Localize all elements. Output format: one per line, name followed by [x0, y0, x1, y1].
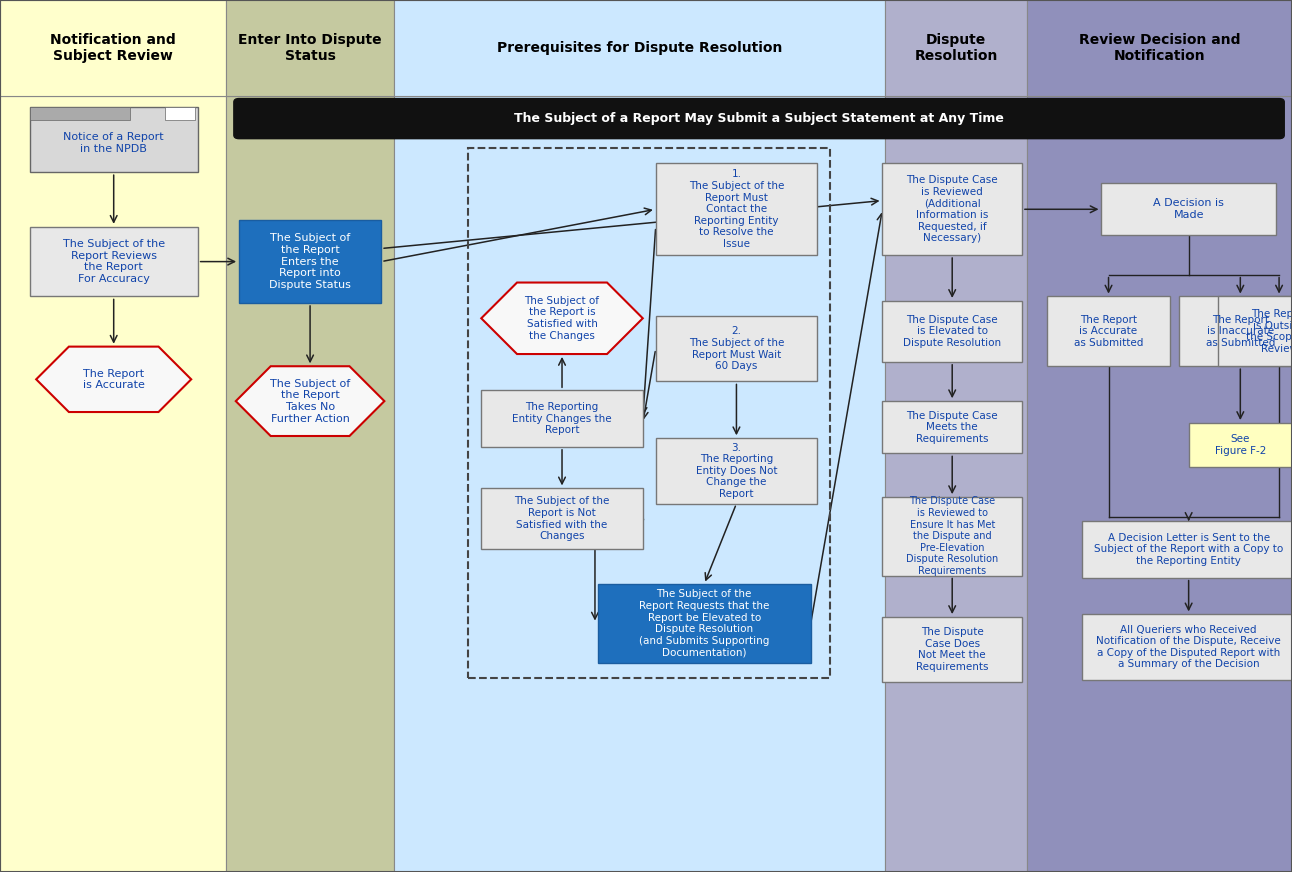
Text: The Subject of the
Report Requests that the
Report be Elevated to
Dispute Resolu: The Subject of the Report Requests that … — [640, 589, 769, 657]
Bar — [1027, 0, 1292, 96]
Text: All Queriers who Received
Notification of the Dispute, Receive
a Copy of the Dis: All Queriers who Received Notification o… — [1097, 624, 1280, 670]
Text: The Subject of the
Report Reviews
the Report
For Accuracy: The Subject of the Report Reviews the Re… — [62, 239, 165, 284]
Text: The Report
is Accurate
as Submitted: The Report is Accurate as Submitted — [1074, 315, 1143, 348]
Text: 2.
The Subject of the
Report Must Wait
60 Days: 2. The Subject of the Report Must Wait 6… — [689, 326, 784, 371]
Bar — [0, 96, 226, 872]
Text: The Subject of
the Report
Takes No
Further Action: The Subject of the Report Takes No Furth… — [270, 378, 350, 424]
Text: The Subject of the
Report is Not
Satisfied with the
Changes: The Subject of the Report is Not Satisfi… — [514, 496, 610, 542]
Text: See
Figure F-2: See Figure F-2 — [1214, 434, 1266, 455]
Text: The Dispute Case
is Reviewed
(Additional
Information is
Requested, if
Necessary): The Dispute Case is Reviewed (Additional… — [907, 175, 997, 243]
FancyBboxPatch shape — [1102, 183, 1276, 235]
Bar — [226, 96, 394, 872]
Text: Dispute
Resolution: Dispute Resolution — [915, 33, 997, 63]
FancyBboxPatch shape — [1083, 614, 1292, 680]
Bar — [0, 0, 226, 96]
Bar — [165, 107, 195, 120]
Text: Prerequisites for Dispute Resolution: Prerequisites for Dispute Resolution — [497, 41, 782, 55]
FancyBboxPatch shape — [1218, 296, 1292, 366]
Text: 3.
The Reporting
Entity Does Not
Change the
Report: 3. The Reporting Entity Does Not Change … — [695, 443, 778, 499]
Bar — [394, 96, 885, 872]
FancyBboxPatch shape — [882, 497, 1022, 576]
FancyBboxPatch shape — [882, 401, 1022, 453]
FancyBboxPatch shape — [1189, 423, 1292, 467]
Bar — [30, 107, 130, 120]
FancyBboxPatch shape — [30, 227, 198, 296]
FancyBboxPatch shape — [655, 164, 817, 255]
Bar — [885, 96, 1027, 872]
FancyBboxPatch shape — [882, 301, 1022, 362]
Bar — [1027, 96, 1292, 872]
Text: A Decision Letter is Sent to the
Subject of the Report with a Copy to
the Report: A Decision Letter is Sent to the Subject… — [1094, 533, 1283, 566]
Text: A Decision is
Made: A Decision is Made — [1154, 199, 1224, 220]
Text: 1.
The Subject of the
Report Must
Contact the
Reporting Entity
to Resolve the
Is: 1. The Subject of the Report Must Contac… — [689, 169, 784, 249]
Text: Notification and
Subject Review: Notification and Subject Review — [50, 33, 176, 63]
Text: Enter Into Dispute
Status: Enter Into Dispute Status — [238, 33, 382, 63]
Text: The Report
is Accurate: The Report is Accurate — [83, 369, 145, 390]
Polygon shape — [36, 347, 191, 412]
FancyBboxPatch shape — [481, 391, 643, 446]
Text: The Subject of
the Report is
Satisfied with
the Changes: The Subject of the Report is Satisfied w… — [525, 296, 599, 341]
Text: The Dispute Case
is Reviewed to
Ensure It has Met
the Dispute and
Pre-Elevation
: The Dispute Case is Reviewed to Ensure I… — [906, 496, 999, 576]
Text: The Report
is Outside
the Scope of
Review: The Report is Outside the Scope of Revie… — [1247, 309, 1292, 354]
FancyBboxPatch shape — [1083, 521, 1292, 577]
FancyBboxPatch shape — [882, 164, 1022, 255]
FancyBboxPatch shape — [882, 617, 1022, 682]
FancyBboxPatch shape — [598, 584, 811, 663]
Text: The Dispute
Case Does
Not Meet the
Requirements: The Dispute Case Does Not Meet the Requi… — [916, 627, 988, 672]
Bar — [394, 0, 885, 96]
FancyBboxPatch shape — [655, 438, 817, 503]
Bar — [468, 147, 829, 678]
FancyBboxPatch shape — [239, 221, 381, 303]
FancyBboxPatch shape — [1047, 296, 1171, 366]
Text: The Report
is Inaccurate
as Submitted: The Report is Inaccurate as Submitted — [1205, 315, 1275, 348]
FancyBboxPatch shape — [481, 488, 643, 549]
Text: The Subject of a Report May Submit a Subject Statement at Any Time: The Subject of a Report May Submit a Sub… — [514, 112, 1004, 125]
Bar — [30, 107, 198, 173]
Bar — [226, 0, 394, 96]
FancyBboxPatch shape — [1180, 296, 1292, 366]
Text: Notice of a Report
in the NPDB: Notice of a Report in the NPDB — [63, 132, 164, 153]
Text: The Dispute Case
Meets the
Requirements: The Dispute Case Meets the Requirements — [907, 411, 997, 444]
FancyBboxPatch shape — [655, 317, 817, 382]
Text: The Reporting
Entity Changes the
Report: The Reporting Entity Changes the Report — [512, 402, 612, 435]
Text: The Dispute Case
is Elevated to
Dispute Resolution: The Dispute Case is Elevated to Dispute … — [903, 315, 1001, 348]
Text: Review Decision and
Notification: Review Decision and Notification — [1079, 33, 1240, 63]
Polygon shape — [235, 366, 385, 436]
Bar — [885, 0, 1027, 96]
Text: The Subject of
the Report
Enters the
Report into
Dispute Status: The Subject of the Report Enters the Rep… — [269, 234, 351, 290]
Polygon shape — [481, 283, 643, 354]
FancyBboxPatch shape — [234, 99, 1284, 139]
